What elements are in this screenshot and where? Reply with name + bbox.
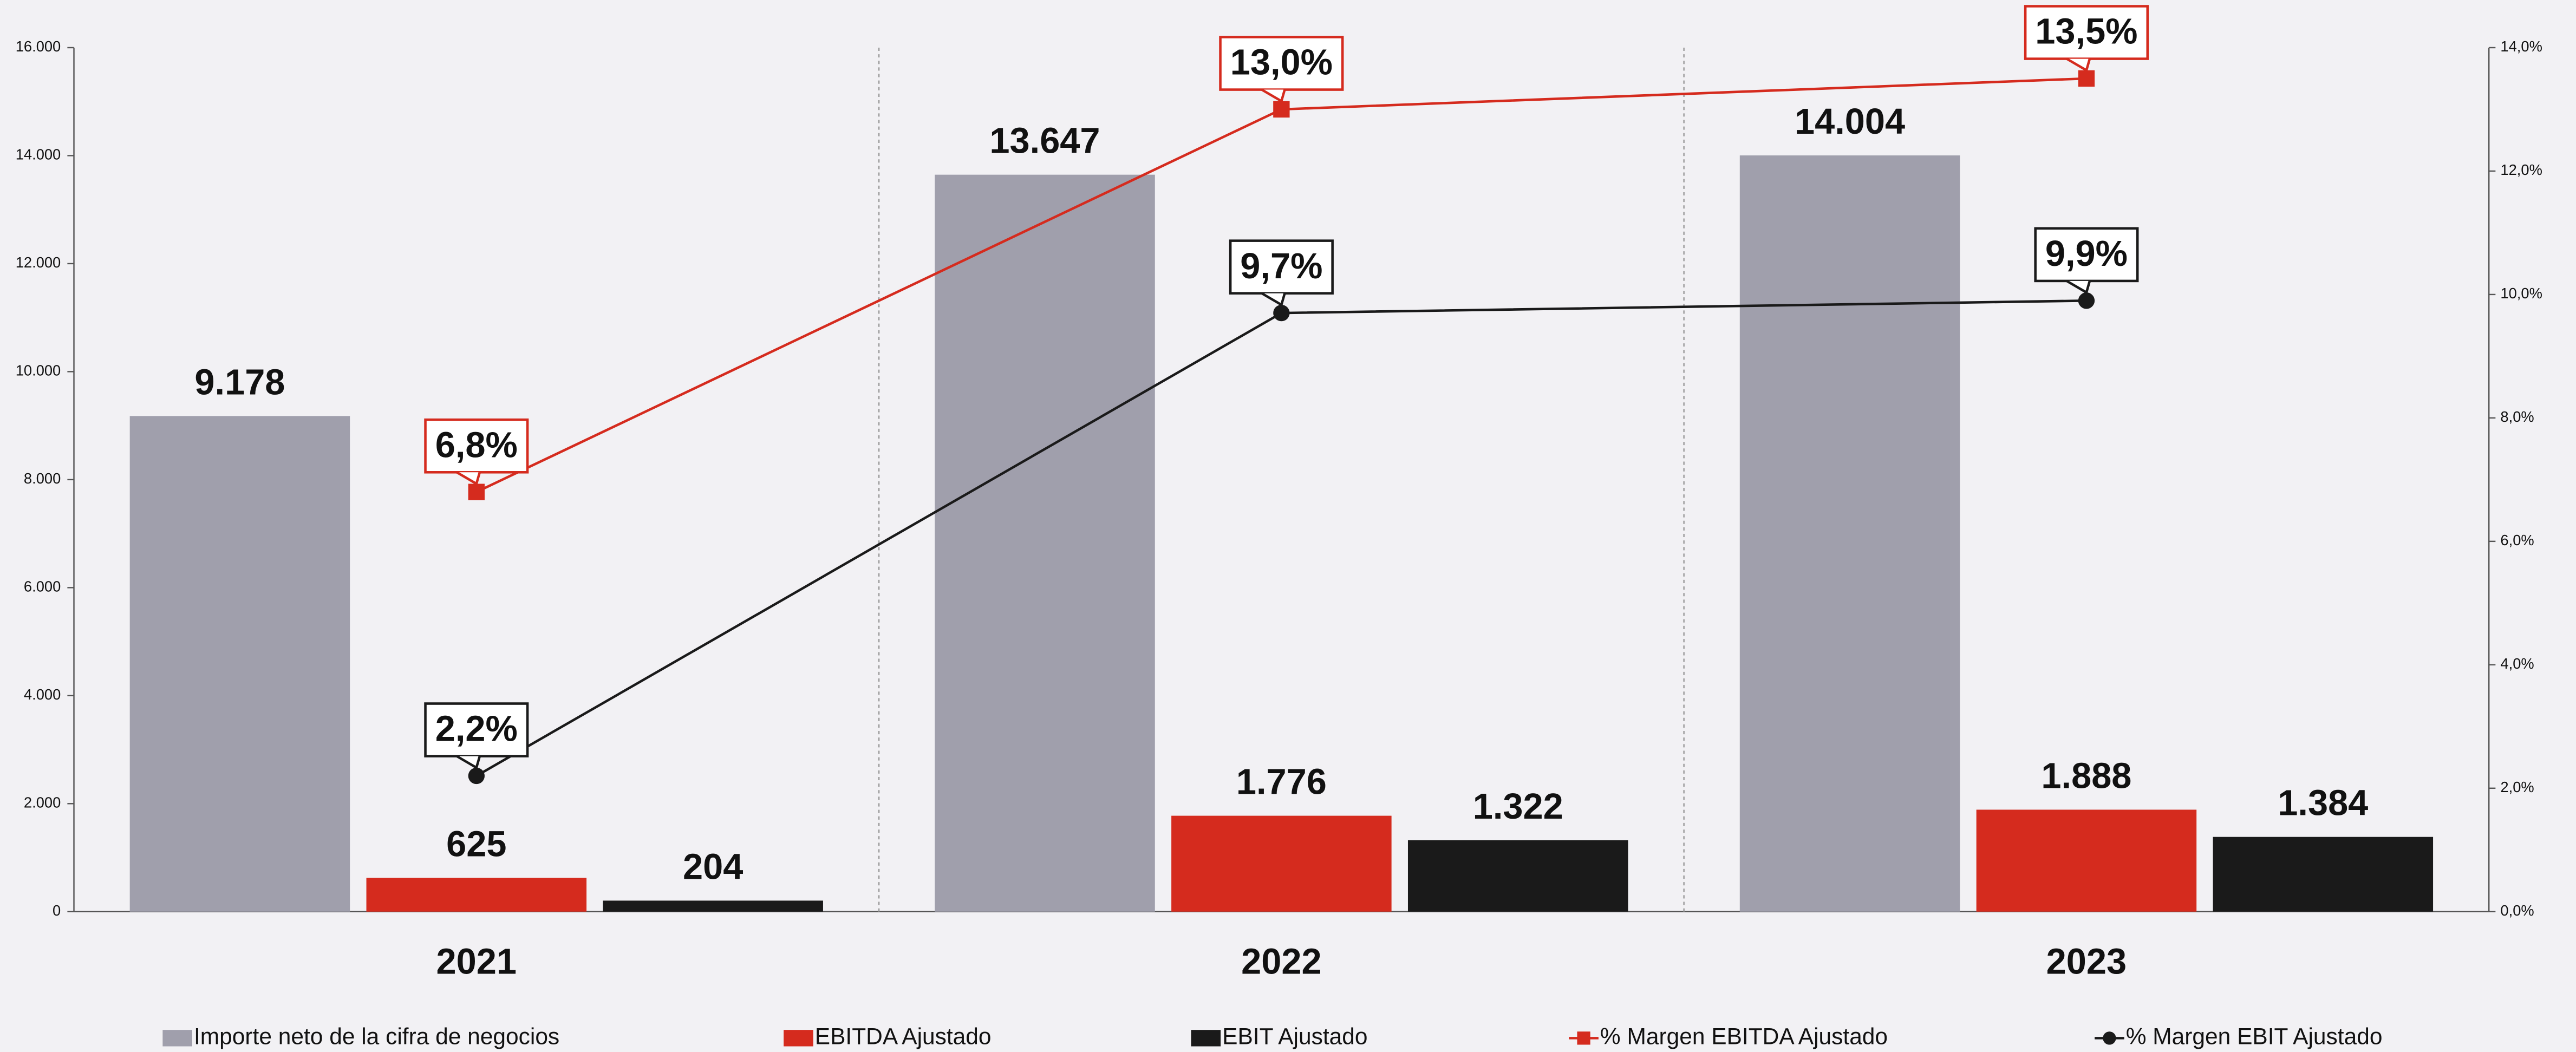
y-tick-label: 2.000 xyxy=(24,794,61,811)
bar xyxy=(603,900,823,912)
label-pointer xyxy=(456,755,481,770)
y2-tick-label: 14,0% xyxy=(2500,38,2542,55)
data-label: 13.647 xyxy=(989,121,1100,161)
y-tick-label: 8.000 xyxy=(24,470,61,487)
bar xyxy=(1407,840,1628,912)
x-tick-label: 2021 xyxy=(436,942,517,982)
bar xyxy=(935,174,1155,912)
y2-tick-label: 10,0% xyxy=(2500,285,2542,302)
y2-tick-label: 12,0% xyxy=(2500,161,2542,178)
bar xyxy=(129,416,350,912)
data-label: 9,7% xyxy=(1240,246,1322,286)
legend-swatch xyxy=(784,1030,813,1047)
bar xyxy=(1171,815,1392,912)
data-label: 13,0% xyxy=(1230,43,1333,83)
label-box xyxy=(2034,227,2139,283)
y-tick-label: 6.000 xyxy=(24,578,61,595)
data-label: 625 xyxy=(446,824,506,864)
y2-tick-label: 4,0% xyxy=(2500,655,2534,672)
bar xyxy=(2213,837,2434,912)
marker xyxy=(468,483,485,500)
data-label: 1.322 xyxy=(1473,787,1563,827)
data-label: 14.004 xyxy=(1795,102,1905,142)
label-pointer xyxy=(2066,57,2091,73)
data-label: 1.776 xyxy=(1236,762,1327,802)
y2-tick-label: 0,0% xyxy=(2500,902,2534,919)
legend-label: % Margen EBIT Ajustado xyxy=(2126,1024,2383,1049)
x-tick-label: 2023 xyxy=(2046,942,2127,982)
data-label: 13,5% xyxy=(2035,12,2137,52)
data-label: 204 xyxy=(683,847,743,887)
label-box xyxy=(2024,5,2149,60)
label-pointer xyxy=(2066,279,2091,295)
data-label: 9.178 xyxy=(194,362,285,402)
label-pointer xyxy=(456,471,481,486)
marker xyxy=(2078,292,2095,309)
y2-tick-label: 6,0% xyxy=(2500,532,2534,548)
legend-label: Importe neto de la cifra de negocios xyxy=(194,1024,559,1049)
label-box xyxy=(424,418,529,474)
legend-marker xyxy=(2103,1031,2116,1045)
y2-tick-label: 8,0% xyxy=(2500,408,2534,425)
bar xyxy=(366,878,587,912)
data-label: 2,2% xyxy=(435,709,518,749)
y-tick-label: 16.000 xyxy=(16,38,61,55)
y2-tick-label: 2,0% xyxy=(2500,779,2534,795)
marker xyxy=(1273,304,1290,322)
legend-swatch xyxy=(1191,1030,1221,1047)
bar xyxy=(1739,155,1960,912)
legend-label: EBITDA Ajustado xyxy=(815,1024,992,1049)
bar xyxy=(1976,809,2197,912)
label-pointer xyxy=(1261,292,1286,307)
y-tick-label: 14.000 xyxy=(16,146,61,163)
legend-marker xyxy=(1577,1031,1590,1045)
y-tick-label: 10.000 xyxy=(16,362,61,379)
data-label: 9,9% xyxy=(2045,234,2128,274)
label-box xyxy=(424,702,529,757)
label-pointer xyxy=(1261,88,1286,103)
marker xyxy=(468,767,485,785)
y-tick-label: 0 xyxy=(53,902,61,919)
data-label: 1.384 xyxy=(2278,783,2368,824)
data-label: 1.888 xyxy=(2041,756,2131,796)
y-tick-label: 12.000 xyxy=(16,254,61,271)
legend-label: % Margen EBITDA Ajustado xyxy=(1600,1024,1888,1049)
legend-swatch xyxy=(162,1030,192,1047)
marker xyxy=(2078,70,2095,87)
legend-label: EBIT Ajustado xyxy=(1222,1024,1367,1049)
x-tick-label: 2022 xyxy=(1241,942,1321,982)
marker xyxy=(1273,101,1290,118)
y-tick-label: 4.000 xyxy=(24,686,61,703)
data-label: 6,8% xyxy=(435,425,518,465)
label-box xyxy=(1229,239,1334,295)
